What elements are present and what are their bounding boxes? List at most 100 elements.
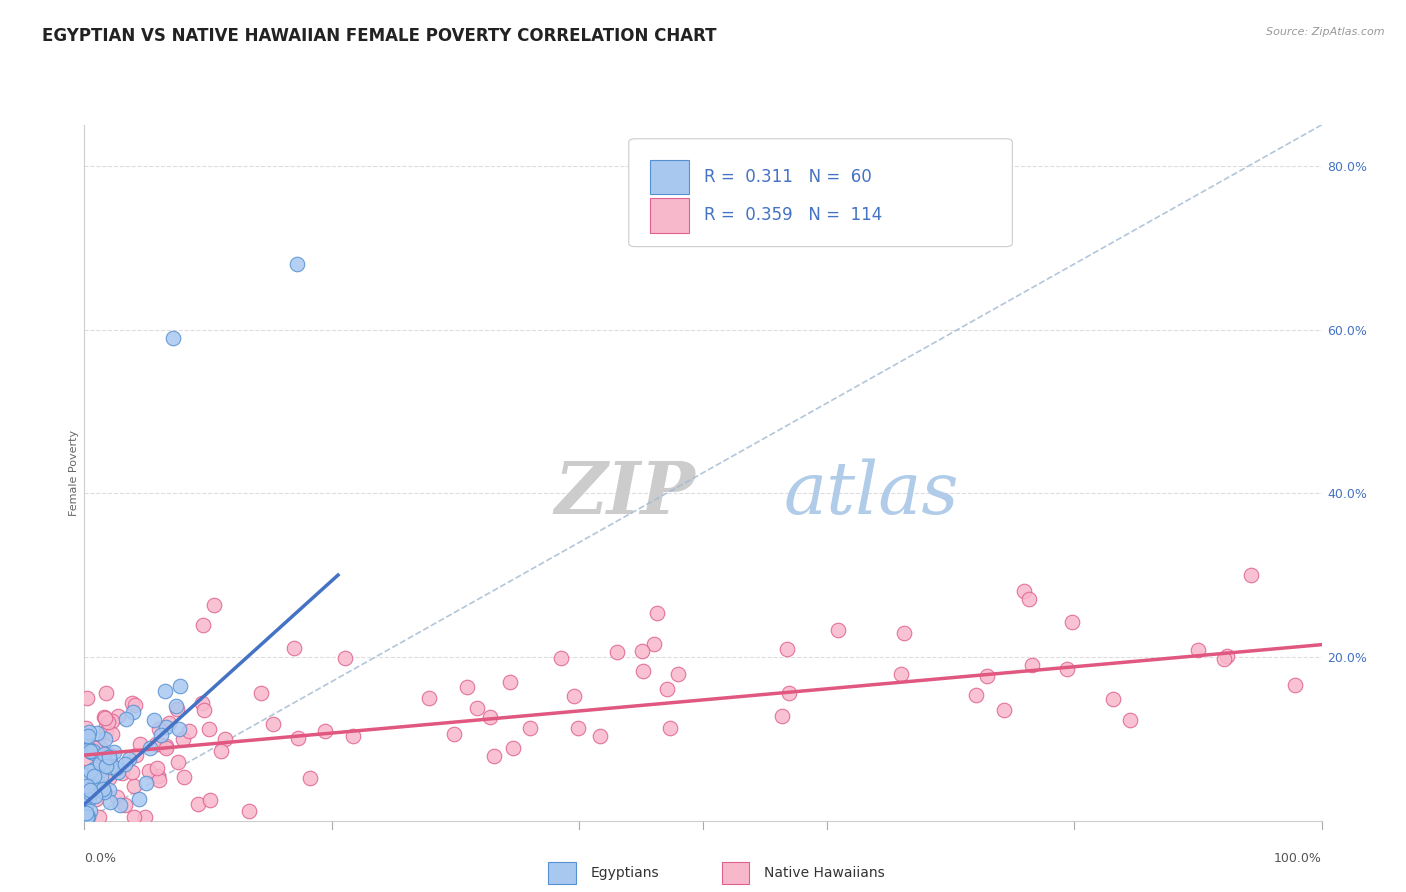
Point [342, 729, 364, 743]
Point [465, 701, 488, 715]
Point [86, 773, 108, 788]
Point [287, 731, 309, 745]
Point [79, 786, 101, 800]
Point [89, 783, 111, 797]
Point [83, 779, 105, 793]
Point [77, 742, 100, 756]
Point [209, 744, 232, 758]
Point [82, 744, 104, 758]
Point [77, 778, 100, 792]
Point [83, 769, 105, 783]
Point [84, 792, 107, 806]
Point [94, 719, 117, 733]
Point [76, 779, 98, 793]
Point [1014, 584, 1036, 599]
Point [484, 749, 506, 764]
Point [193, 703, 215, 717]
Point [1213, 651, 1236, 665]
Point [202, 598, 225, 612]
Point [122, 706, 145, 720]
Point [1118, 714, 1140, 728]
Point [1021, 657, 1043, 672]
Point [1062, 615, 1084, 629]
Point [107, 708, 129, 723]
Point [146, 761, 169, 775]
Text: Native Hawaiians: Native Hawaiians [763, 866, 884, 880]
Point [77, 809, 100, 823]
Point [1240, 568, 1263, 582]
Point [162, 331, 184, 345]
Point [166, 755, 188, 769]
Point [98, 795, 121, 809]
Point [83, 746, 105, 760]
Point [75, 730, 97, 744]
Point [666, 666, 689, 681]
Point [456, 680, 478, 694]
Point [87, 809, 110, 823]
Point [142, 713, 165, 727]
Point [138, 764, 160, 778]
Y-axis label: Female Poverty: Female Poverty [69, 430, 79, 516]
Point [776, 642, 799, 657]
Point [104, 761, 127, 775]
Point [173, 770, 195, 784]
Point [124, 698, 146, 712]
Point [86, 726, 108, 740]
Point [83, 762, 105, 776]
Point [155, 720, 177, 734]
Point [1056, 661, 1078, 675]
Point [121, 696, 143, 710]
Point [91, 748, 114, 763]
Point [827, 623, 849, 637]
Point [75, 806, 97, 821]
Point [658, 721, 681, 735]
Point [75, 721, 97, 735]
Bar [721, 862, 749, 884]
FancyBboxPatch shape [628, 139, 1012, 247]
Point [148, 769, 170, 783]
Point [479, 710, 502, 724]
Point [155, 740, 177, 755]
Point [124, 779, 146, 793]
Point [93, 709, 115, 723]
Point [519, 722, 541, 736]
Point [283, 640, 305, 655]
Point [157, 715, 180, 730]
Point [193, 618, 215, 632]
Point [169, 722, 191, 736]
Point [134, 809, 156, 823]
Point [77, 742, 100, 756]
Point [148, 737, 170, 751]
Point [89, 764, 111, 779]
Point [657, 681, 679, 696]
Point [96, 686, 118, 700]
Point [87, 766, 110, 780]
Point [94, 759, 117, 773]
Point [76, 690, 98, 705]
Point [148, 772, 170, 787]
Point [79, 764, 101, 778]
Point [89, 739, 111, 754]
Point [172, 732, 194, 747]
Point [91, 781, 114, 796]
Point [98, 748, 121, 763]
Point [79, 783, 101, 797]
Point [80, 745, 103, 759]
Point [333, 651, 356, 665]
Point [502, 740, 524, 755]
Point [94, 725, 117, 739]
Point [562, 690, 585, 704]
Point [111, 765, 134, 780]
Point [169, 679, 191, 693]
Point [97, 715, 120, 730]
Point [177, 723, 200, 738]
Text: R =  0.311   N =  60: R = 0.311 N = 60 [704, 168, 872, 186]
Point [97, 747, 120, 762]
Point [631, 664, 654, 678]
Point [155, 739, 177, 753]
Point [314, 723, 336, 738]
Bar [548, 862, 575, 884]
Point [115, 712, 138, 726]
Point [75, 802, 97, 816]
Point [93, 785, 115, 799]
